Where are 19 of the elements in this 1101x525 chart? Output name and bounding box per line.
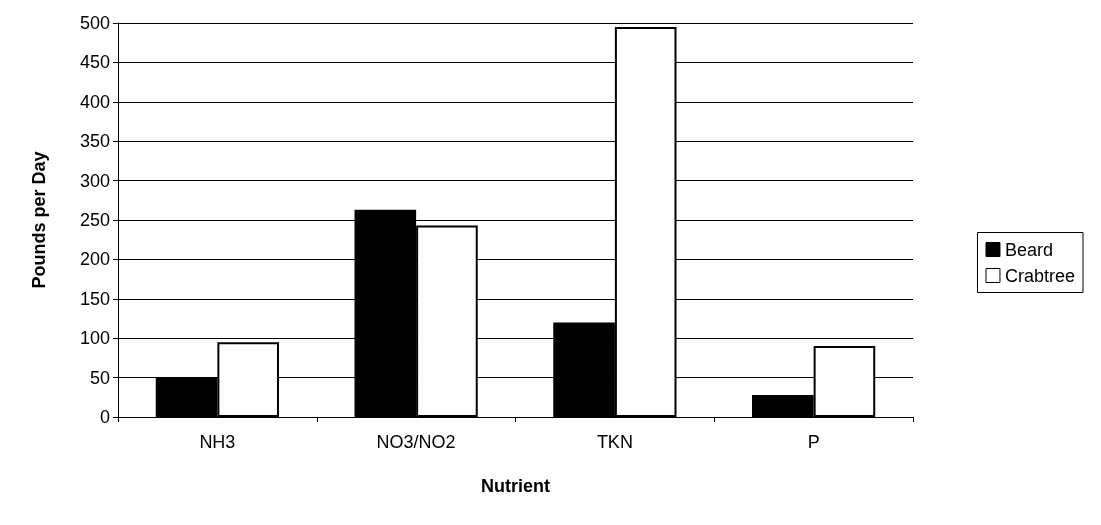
x-tick-label: TKN (596, 432, 633, 452)
y-tick-label: 400 (79, 91, 110, 112)
y-tick-label: 350 (79, 131, 110, 152)
y-tick-label: 0 (99, 407, 110, 427)
y-tick-label: 500 (79, 13, 110, 33)
y-tick-label: 300 (79, 170, 110, 191)
x-axis-title: Nutrient (481, 476, 550, 496)
y-tick-label: 250 (79, 210, 110, 230)
y-tick-label: 200 (79, 249, 110, 270)
y-tick-label: 100 (79, 328, 110, 349)
x-tick-label: NO3/NO2 (376, 432, 456, 452)
legend-label: Beard (1004, 239, 1054, 260)
y-axis-title: Pounds per Day (29, 151, 49, 289)
legend-label: Crabtree (1004, 265, 1075, 286)
x-tick-label: NH3 (199, 432, 236, 452)
x-tick-label: P (807, 432, 820, 452)
y-tick-label: 50 (89, 367, 110, 388)
y-tick-label: 150 (79, 288, 110, 309)
y-tick-label: 450 (79, 52, 110, 73)
